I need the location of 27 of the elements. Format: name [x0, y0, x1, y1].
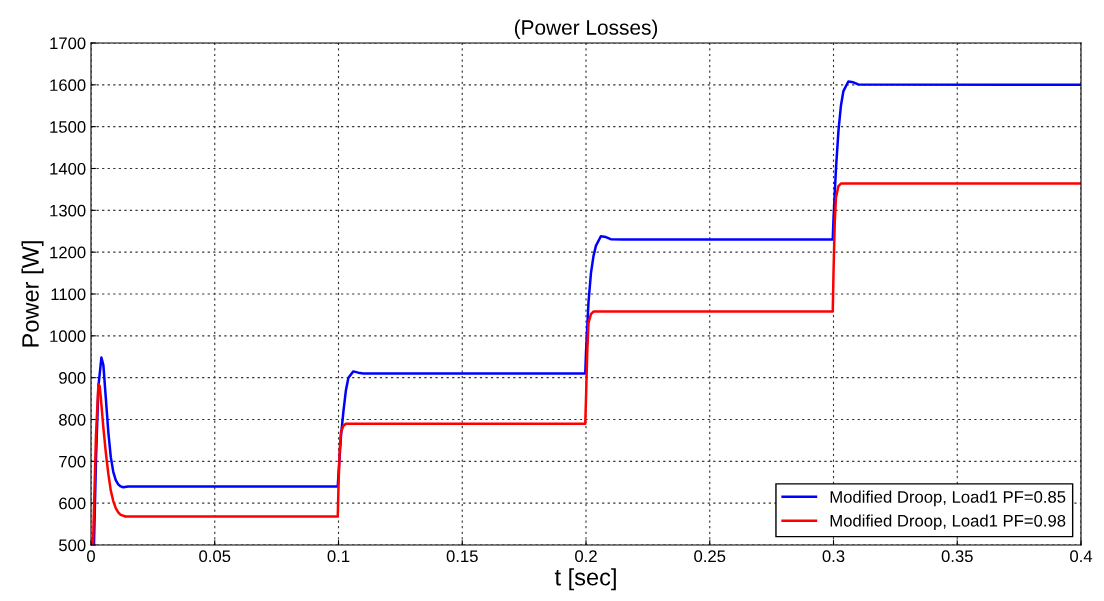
y-tick-label: 800: [59, 413, 86, 426]
legend-label: Modified Droop, Load1 PF=0.85: [830, 490, 1066, 507]
x-tick-label: 0.35: [941, 550, 973, 563]
y-tick-label: 1400: [50, 162, 86, 175]
y-tick-label: 600: [59, 497, 86, 510]
y-tick-label: 500: [59, 539, 86, 552]
x-axis-title: t [sec]: [554, 568, 616, 591]
y-tick-label: 1500: [50, 121, 86, 133]
y-tick-label: 1600: [50, 79, 86, 92]
x-tick-label: 0.25: [694, 550, 726, 563]
x-tick-label: 0.1: [327, 550, 350, 563]
x-tick-label: 0.2: [575, 550, 597, 563]
y-tick-label: 1700: [50, 37, 86, 50]
x-tick-label: 0.05: [199, 550, 231, 563]
y-tick-label: 1000: [50, 330, 86, 343]
x-tick-label: 0.4: [1070, 550, 1093, 563]
chart-title: (Power Losses): [514, 19, 658, 39]
y-tick-label: 1100: [51, 288, 86, 301]
x-tick-label: 0: [87, 550, 95, 563]
x-tick-label: 0.3: [822, 550, 845, 563]
y-tick-label: 900: [59, 372, 86, 384]
x-tick-label: 0.15: [446, 550, 478, 563]
y-tick-label: 700: [59, 455, 86, 468]
y-axis-title: Power [W]: [21, 241, 44, 347]
y-tick-label: 1200: [50, 246, 86, 259]
y-tick-label: 1300: [50, 204, 86, 217]
legend-label: Modified Droop, Load1 PF=0.98: [830, 514, 1066, 530]
